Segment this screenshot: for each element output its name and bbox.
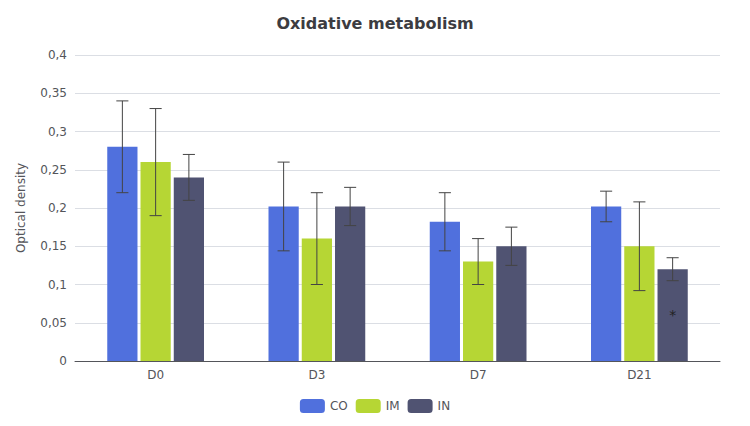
svg-text:IN: IN xyxy=(438,399,451,413)
svg-text:0,15: 0,15 xyxy=(40,239,67,253)
svg-text:*: * xyxy=(669,307,676,323)
svg-text:Oxidative metabolism: Oxidative metabolism xyxy=(276,14,473,33)
svg-text:0,4: 0,4 xyxy=(48,48,67,62)
svg-text:D21: D21 xyxy=(627,368,652,382)
svg-text:0: 0 xyxy=(59,354,67,368)
svg-text:D3: D3 xyxy=(308,368,325,382)
svg-text:0,05: 0,05 xyxy=(40,316,67,330)
svg-text:0,2: 0,2 xyxy=(48,201,67,215)
svg-text:0,1: 0,1 xyxy=(48,278,67,292)
svg-text:CO: CO xyxy=(330,399,348,413)
svg-text:Optical density: Optical density xyxy=(14,163,28,253)
svg-text:D0: D0 xyxy=(147,368,164,382)
svg-text:0,3: 0,3 xyxy=(48,125,67,139)
svg-text:IM: IM xyxy=(386,399,400,413)
svg-text:0,25: 0,25 xyxy=(40,163,67,177)
svg-text:0,35: 0,35 xyxy=(40,86,67,100)
svg-text:D7: D7 xyxy=(470,368,487,382)
